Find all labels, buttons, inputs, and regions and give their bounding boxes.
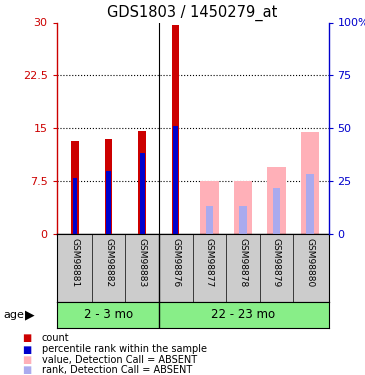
Text: GSM98883: GSM98883 bbox=[138, 238, 147, 287]
Text: GSM98878: GSM98878 bbox=[238, 238, 247, 287]
Bar bbox=[306, 174, 314, 234]
Text: ■: ■ bbox=[22, 366, 31, 375]
Text: GSM98881: GSM98881 bbox=[70, 238, 80, 287]
Text: ■: ■ bbox=[22, 355, 31, 365]
Bar bbox=[205, 206, 213, 234]
Text: age: age bbox=[4, 310, 24, 320]
Text: ▶: ▶ bbox=[25, 309, 34, 321]
Bar bbox=[173, 126, 178, 234]
Text: ■: ■ bbox=[22, 333, 31, 343]
Text: rank, Detection Call = ABSENT: rank, Detection Call = ABSENT bbox=[42, 366, 192, 375]
Bar bbox=[239, 206, 247, 234]
Bar bbox=[105, 139, 112, 234]
Text: 2 - 3 mo: 2 - 3 mo bbox=[84, 309, 133, 321]
Text: GSM98876: GSM98876 bbox=[171, 238, 180, 287]
Bar bbox=[106, 171, 111, 234]
Text: value, Detection Call = ABSENT: value, Detection Call = ABSENT bbox=[42, 355, 197, 365]
Text: GSM98879: GSM98879 bbox=[272, 238, 281, 287]
Text: 22 - 23 mo: 22 - 23 mo bbox=[211, 309, 275, 321]
Text: count: count bbox=[42, 333, 70, 343]
Bar bbox=[267, 167, 286, 234]
Bar bbox=[301, 132, 319, 234]
Text: GSM98880: GSM98880 bbox=[306, 238, 315, 287]
Bar bbox=[200, 182, 219, 234]
Bar bbox=[71, 141, 79, 234]
Bar bbox=[234, 182, 252, 234]
Text: percentile rank within the sample: percentile rank within the sample bbox=[42, 345, 207, 354]
Bar bbox=[138, 130, 146, 234]
Bar bbox=[273, 189, 280, 234]
Text: GSM98882: GSM98882 bbox=[104, 238, 113, 287]
Title: GDS1803 / 1450279_at: GDS1803 / 1450279_at bbox=[107, 5, 278, 21]
Bar bbox=[172, 25, 180, 234]
Bar bbox=[140, 153, 145, 234]
Text: GSM98877: GSM98877 bbox=[205, 238, 214, 287]
Bar bbox=[73, 178, 77, 234]
Text: ■: ■ bbox=[22, 345, 31, 354]
